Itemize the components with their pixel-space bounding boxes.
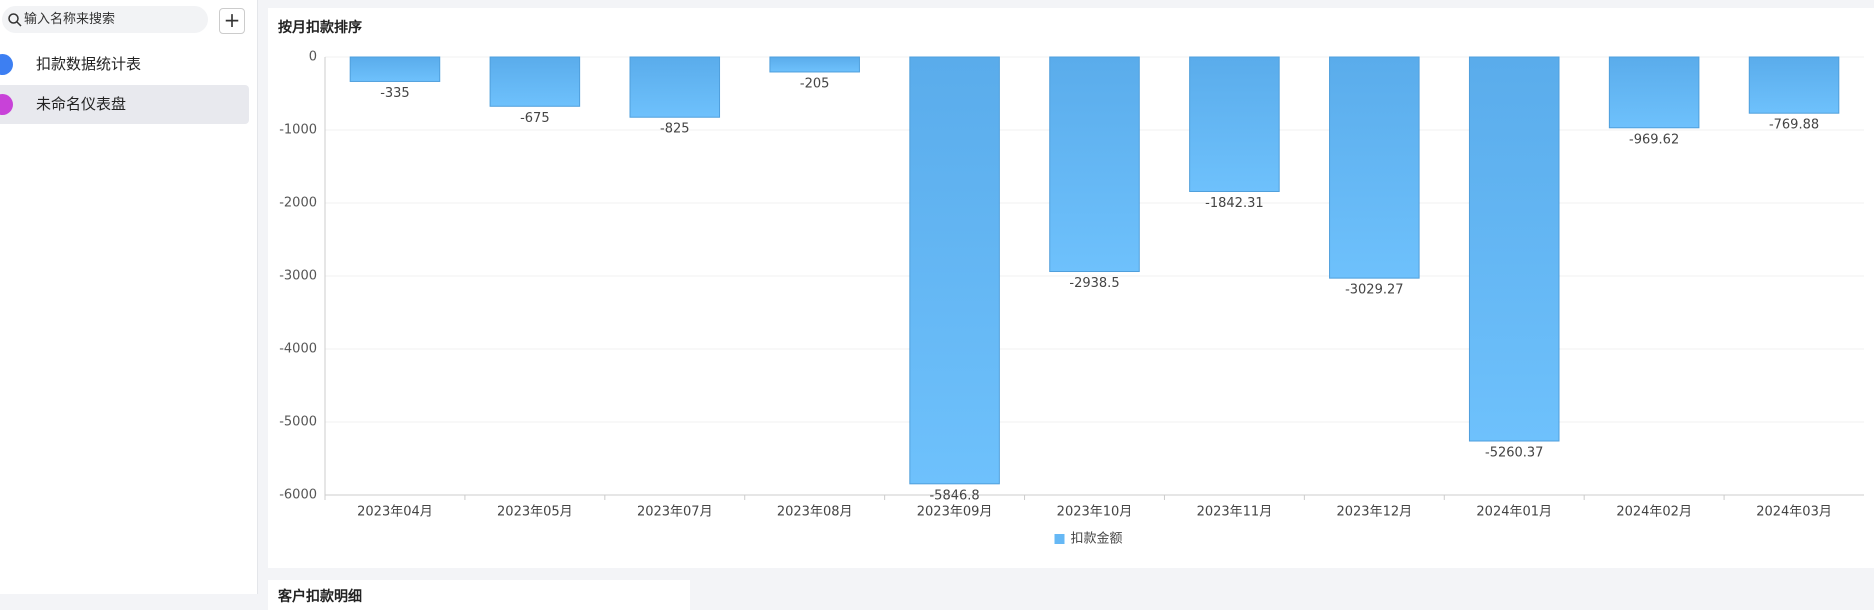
y-tick-label: -3000 <box>279 269 317 284</box>
legend-swatch <box>1054 534 1065 544</box>
bar <box>1189 56 1280 192</box>
x-tick-label: 2024年01月 <box>1476 505 1552 520</box>
y-tick-label: -4000 <box>279 342 317 357</box>
value-label: -675 <box>520 111 550 126</box>
x-tick-label: 2023年04月 <box>357 505 433 520</box>
bar <box>1748 56 1840 114</box>
nav-item[interactable]: 扣款数据统计表 <box>0 45 249 84</box>
x-tick-label: 2023年05月 <box>497 505 573 520</box>
x-tick-label: 2023年08月 <box>777 505 853 520</box>
bar <box>349 56 441 82</box>
bar <box>1468 56 1560 442</box>
chart-card: 按月扣款排序 0 -1000 -2000 -3000 -4000 -5000 -6000 20… <box>268 8 1874 568</box>
y-tick-label: -1000 <box>279 123 317 138</box>
y-tick-label: -5000 <box>279 415 317 430</box>
nav-label: 未命名仪表盘 <box>36 95 127 113</box>
bar <box>909 56 1000 485</box>
y-tick-label: -2000 <box>279 196 317 211</box>
value-label: -1842.31 <box>1205 196 1263 211</box>
chart: 按月扣款排序 0 -1000 -2000 -3000 -4000 -5000 -6000 20… <box>278 19 1864 547</box>
search-icon <box>8 13 22 27</box>
next-card: 客户扣款明细 <box>268 580 690 610</box>
bar <box>1608 56 1700 129</box>
value-label: -969.62 <box>1629 132 1679 147</box>
x-tick-label: 2024年03月 <box>1756 505 1832 520</box>
y-tick-label: -6000 <box>279 488 317 503</box>
value-label: -3029.27 <box>1345 283 1403 298</box>
value-label: -2938.5 <box>1069 276 1119 291</box>
x-tick-label: 2023年10月 <box>1057 505 1133 520</box>
nav-label: 扣款数据统计表 <box>36 55 142 73</box>
value-label: -5846.8 <box>929 488 979 503</box>
value-label: -825 <box>660 122 690 137</box>
bar <box>629 56 721 118</box>
bar <box>489 56 581 107</box>
chart-title: 按月扣款排序 <box>278 19 362 36</box>
value-label: -5260.37 <box>1485 446 1543 461</box>
value-label: -335 <box>380 86 410 101</box>
bar <box>1049 56 1140 273</box>
legend-label: 扣款金额 <box>1071 531 1123 547</box>
y-tick-label: 0 <box>309 50 317 65</box>
x-tick-label: 2023年12月 <box>1336 505 1412 520</box>
search-box[interactable]: 输入名称来搜索 <box>2 6 208 33</box>
bar <box>769 56 860 73</box>
add-button[interactable]: + <box>219 8 245 34</box>
x-tick-label: 2024年02月 <box>1616 505 1692 520</box>
bar <box>1329 56 1420 279</box>
sidebar: 输入名称来搜索 + 扣款数据统计表 未命名仪表盘 <box>0 0 258 594</box>
value-label: -205 <box>800 76 830 91</box>
nav-item[interactable]: 未命名仪表盘 <box>0 85 249 124</box>
card-title: 客户扣款明细 <box>278 589 362 605</box>
value-label: -769.88 <box>1769 118 1819 133</box>
x-tick-label: 2023年07月 <box>637 505 713 520</box>
x-tick-label: 2023年11月 <box>1197 505 1273 520</box>
search-placeholder: 输入名称来搜索 <box>24 12 116 27</box>
x-tick-label: 2023年09月 <box>917 505 993 520</box>
